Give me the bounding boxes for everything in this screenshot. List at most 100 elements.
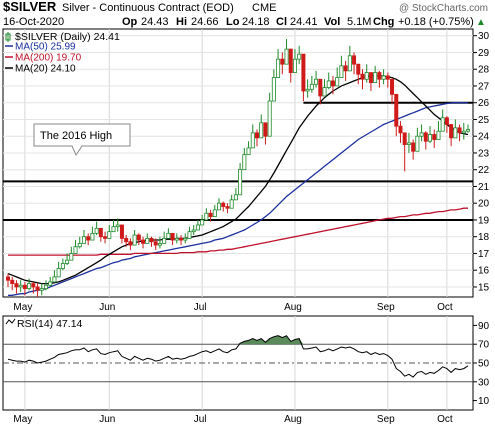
- y-tick-label: 17: [478, 249, 490, 260]
- candle-body: [179, 237, 184, 241]
- legend-ma20-label: MA(20) 24.10: [15, 64, 76, 75]
- rsi-legend-icon: [5, 318, 16, 325]
- candle: [402, 132, 407, 172]
- candle: [271, 69, 276, 102]
- candle: [250, 124, 255, 149]
- candle-body: [373, 72, 378, 84]
- candle-body: [309, 83, 314, 90]
- rsi-y-tick-label: 50: [478, 359, 490, 370]
- candle-body: [132, 234, 137, 246]
- ma50-line: [8, 102, 469, 296]
- candle-body: [119, 224, 124, 239]
- candle-body: [356, 63, 361, 75]
- candle-body: [259, 122, 264, 139]
- candle-body: [162, 237, 167, 244]
- candle-body: [440, 117, 445, 132]
- candle-body: [368, 72, 373, 84]
- candle: [284, 39, 289, 65]
- candle-body: [377, 72, 382, 80]
- y-tick-label: 26: [478, 98, 490, 109]
- candle-body: [280, 58, 285, 65]
- low-value: 24.18: [242, 16, 270, 28]
- candle: [69, 246, 74, 261]
- candle: [35, 283, 40, 297]
- candle-body: [301, 53, 306, 92]
- candle: [208, 209, 213, 222]
- close-value: 24.41: [290, 16, 318, 28]
- candle-body: [27, 283, 32, 290]
- candle-body: [60, 263, 65, 269]
- candle: [352, 52, 357, 75]
- candle-body: [153, 241, 158, 246]
- chart-description: Silver - Continuous Contract (EOD): [62, 2, 234, 14]
- low-label: Lo: [226, 16, 240, 28]
- candle-body: [246, 147, 251, 156]
- candle: [423, 131, 428, 150]
- candle-body: [330, 80, 335, 87]
- candle: [444, 116, 449, 133]
- candle-body: [166, 232, 171, 239]
- candle-body: [10, 279, 15, 284]
- candle-body: [22, 284, 27, 290]
- candle-body: [18, 284, 23, 288]
- candle-body: [314, 78, 319, 85]
- candle-body: [322, 87, 327, 97]
- candle-body: [250, 132, 255, 149]
- candle-body: [52, 276, 57, 283]
- y-tick-label: 22: [478, 165, 490, 176]
- candle-body: [339, 65, 344, 78]
- y-tick-label: 20: [478, 199, 490, 210]
- candle: [406, 132, 411, 153]
- candle: [149, 236, 154, 247]
- candle-body: [267, 100, 272, 137]
- candle: [356, 63, 361, 85]
- candle: [14, 280, 19, 294]
- candle: [43, 280, 48, 291]
- rsi-x-tick-label: Oct: [437, 414, 453, 425]
- chg-label: Chg: [373, 16, 394, 28]
- candle-body: [39, 288, 44, 291]
- candle-body: [453, 127, 458, 139]
- open-value: 24.43: [141, 16, 169, 28]
- candle-body: [254, 132, 259, 139]
- rsi-y-tick-label: 70: [478, 340, 490, 351]
- candle-body: [292, 58, 297, 73]
- candle: [221, 201, 226, 212]
- candle: [229, 194, 234, 209]
- y-tick-label: 21: [478, 182, 490, 193]
- rsi-x-tick-label: May: [13, 414, 32, 425]
- candle-body: [364, 72, 369, 80]
- legend: $SILVER (Daily) 24.41 MA(50) 25.99 MA(20…: [5, 31, 120, 75]
- rsi-panel: [2, 315, 474, 411]
- candle-body: [444, 117, 449, 125]
- candle: [309, 75, 314, 93]
- legend-price-label: $SILVER (Daily) 24.41: [15, 31, 120, 43]
- candle-body: [238, 169, 243, 196]
- candle: [187, 226, 192, 239]
- candle-body: [415, 135, 420, 152]
- candle-body: [428, 134, 433, 142]
- candle-body: [229, 199, 234, 209]
- candle: [419, 124, 424, 142]
- candle: [305, 79, 310, 98]
- candle: [263, 122, 268, 145]
- rsi-x-tick-label: Jul: [194, 414, 207, 425]
- candle-icon: [5, 32, 11, 42]
- candle-body: [136, 234, 141, 241]
- candle-body: [221, 202, 226, 207]
- candle: [183, 233, 188, 244]
- candle: [145, 233, 150, 244]
- candle: [457, 124, 462, 142]
- candle: [440, 109, 445, 132]
- y-tick-label: 27: [478, 81, 490, 92]
- candle-body: [170, 232, 175, 241]
- chg-value: +0.18 (+0.75%): [398, 16, 474, 28]
- candle-body: [343, 65, 348, 72]
- annotation-text: The 2016 High: [40, 130, 112, 142]
- legend-ma200-label: MA(200) 19.70: [15, 53, 82, 64]
- candle-body: [56, 268, 61, 278]
- candle: [330, 75, 335, 95]
- candle-body: [335, 77, 340, 87]
- candle: [318, 78, 323, 105]
- candle-body: [111, 226, 116, 233]
